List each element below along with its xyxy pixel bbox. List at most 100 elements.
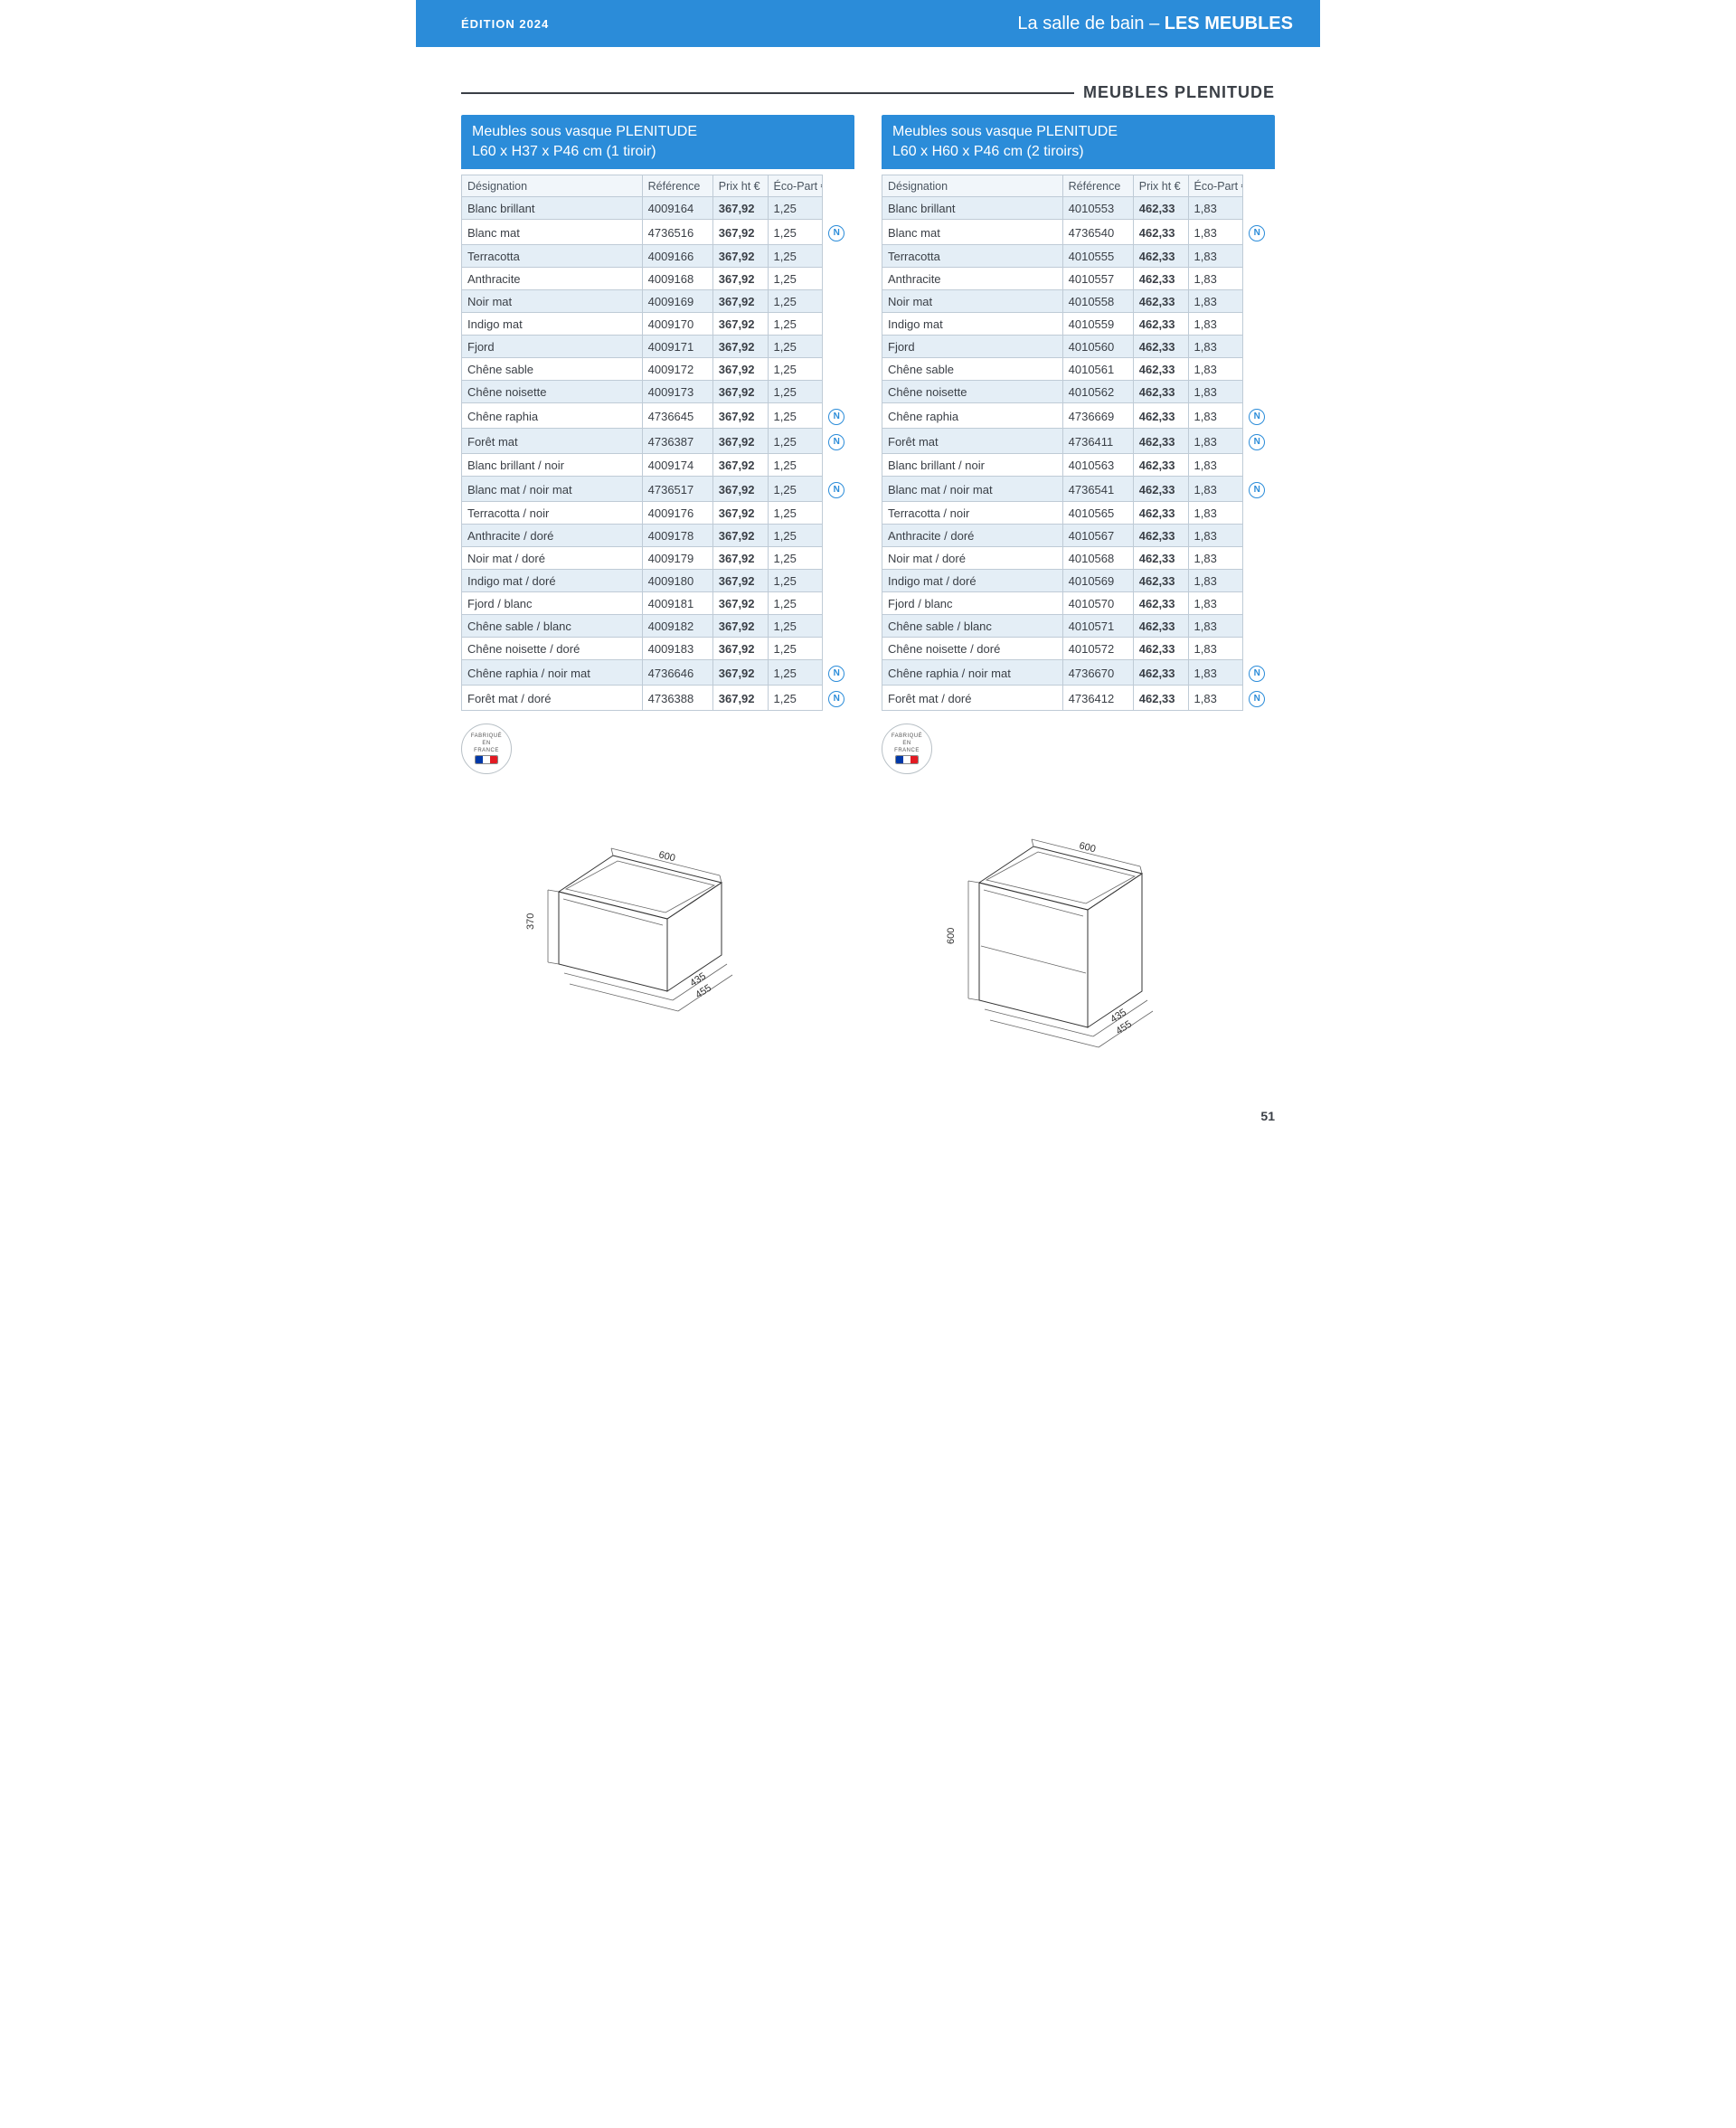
cell-price: 367,92 <box>712 358 768 381</box>
cell-price: 462,33 <box>1133 358 1188 381</box>
cell-price: 462,33 <box>1133 381 1188 403</box>
cell-ecopart: 1,25 <box>768 245 823 268</box>
cell-new-flag: N <box>823 686 854 711</box>
left-title-l1: Meubles sous vasque PLENITUDE <box>472 124 697 139</box>
cell-price: 367,92 <box>712 686 768 711</box>
cell-ecopart: 1,83 <box>1188 615 1243 638</box>
cell-price: 367,92 <box>712 570 768 592</box>
right-technical-drawing: 600 600 435 455 <box>882 801 1275 1091</box>
cell-designation: Blanc brillant / noir <box>462 454 643 477</box>
cell-price: 462,33 <box>1133 336 1188 358</box>
cell-reference: 4010562 <box>1062 381 1133 403</box>
cell-price: 462,33 <box>1133 502 1188 525</box>
right-title-l1: Meubles sous vasque PLENITUDE <box>892 124 1118 139</box>
cell-new-flag <box>823 525 854 547</box>
cell-designation: Indigo mat <box>462 313 643 336</box>
cell-new-flag: N <box>823 660 854 686</box>
page-number: 51 <box>416 1109 1320 1141</box>
cell-reference: 4009176 <box>642 502 712 525</box>
cell-reference: 4010559 <box>1062 313 1133 336</box>
cell-reference: 4010569 <box>1062 570 1133 592</box>
new-badge-icon: N <box>828 225 844 241</box>
cell-ecopart: 1,83 <box>1188 403 1243 429</box>
cell-designation: Fjord / blanc <box>462 592 643 615</box>
cell-designation: Chêne raphia <box>462 403 643 429</box>
cell-designation: Forêt mat / doré <box>462 686 643 711</box>
cell-ecopart: 1,25 <box>768 429 823 454</box>
cell-reference: 4736412 <box>1062 686 1133 711</box>
table-row: Anthracite / doré4009178367,921,25 <box>462 525 854 547</box>
cell-price: 462,33 <box>1133 686 1188 711</box>
cell-designation: Noir mat <box>882 290 1063 313</box>
right-column: Meubles sous vasque PLENITUDE L60 x H60 … <box>882 115 1275 774</box>
table-row: Noir mat4009169367,921,25 <box>462 290 854 313</box>
cell-reference: 4010570 <box>1062 592 1133 615</box>
cell-reference: 4736411 <box>1062 429 1133 454</box>
cell-designation: Noir mat / doré <box>462 547 643 570</box>
col-designation: Désignation <box>882 175 1063 197</box>
cell-reference: 4010567 <box>1062 525 1133 547</box>
cell-price: 367,92 <box>712 502 768 525</box>
cell-designation: Forêt mat <box>882 429 1063 454</box>
cell-new-flag <box>823 336 854 358</box>
cell-price: 367,92 <box>712 592 768 615</box>
left-block-title: Meubles sous vasque PLENITUDE L60 x H37 … <box>461 115 854 169</box>
cell-designation: Blanc brillant <box>882 197 1063 220</box>
table-row: Forêt mat / doré4736412462,331,83N <box>882 686 1275 711</box>
table-row: Blanc mat / noir mat4736517367,921,25N <box>462 477 854 502</box>
cell-new-flag <box>823 615 854 638</box>
table-row: Chêne raphia4736645367,921,25N <box>462 403 854 429</box>
made-in-france-badge: FABRIQUÉ EN FRANCE <box>461 724 854 774</box>
cell-new-flag <box>1243 547 1275 570</box>
cell-new-flag: N <box>823 220 854 245</box>
cell-ecopart: 1,25 <box>768 454 823 477</box>
france-flag-icon <box>475 755 498 764</box>
cell-price: 462,33 <box>1133 220 1188 245</box>
cell-reference: 4010565 <box>1062 502 1133 525</box>
cell-designation: Blanc brillant / noir <box>882 454 1063 477</box>
cell-designation: Blanc mat / noir mat <box>462 477 643 502</box>
cell-price: 367,92 <box>712 220 768 245</box>
col-ecopart: Éco-Part € <box>768 175 823 197</box>
cell-price: 367,92 <box>712 403 768 429</box>
cell-new-flag: N <box>823 477 854 502</box>
cell-new-flag <box>823 313 854 336</box>
section-rule <box>461 92 1074 94</box>
cell-new-flag: N <box>1243 477 1275 502</box>
table-row: Anthracite4009168367,921,25 <box>462 268 854 290</box>
cell-designation: Chêne noisette <box>462 381 643 403</box>
cell-ecopart: 1,83 <box>1188 502 1243 525</box>
cell-reference: 4009182 <box>642 615 712 638</box>
table-row: Chêne noisette / doré4010572462,331,83 <box>882 638 1275 660</box>
cell-ecopart: 1,83 <box>1188 245 1243 268</box>
new-badge-icon: N <box>1249 691 1265 707</box>
cell-reference: 4010560 <box>1062 336 1133 358</box>
cell-new-flag <box>823 502 854 525</box>
right-title-l2: L60 x H60 x P46 cm (2 tiroirs) <box>892 144 1084 159</box>
cell-new-flag <box>1243 268 1275 290</box>
cell-price: 367,92 <box>712 290 768 313</box>
cell-designation: Terracotta <box>462 245 643 268</box>
cell-designation: Indigo mat / doré <box>882 570 1063 592</box>
cell-reference: 4009181 <box>642 592 712 615</box>
cell-designation: Chêne sable / blanc <box>462 615 643 638</box>
cell-new-flag: N <box>1243 686 1275 711</box>
made-in-france-badge: FABRIQUÉ EN FRANCE <box>882 724 1275 774</box>
table-row: Blanc mat4736516367,921,25N <box>462 220 854 245</box>
section-heading: MEUBLES PLENITUDE <box>461 83 1275 102</box>
badge-text-bottom: FRANCE <box>474 748 499 753</box>
cell-new-flag <box>1243 290 1275 313</box>
table-row: Blanc brillant / noir4009174367,921,25 <box>462 454 854 477</box>
cell-designation: Terracotta / noir <box>462 502 643 525</box>
cell-new-flag <box>823 570 854 592</box>
cell-ecopart: 1,83 <box>1188 686 1243 711</box>
cell-new-flag <box>823 290 854 313</box>
cell-designation: Chêne sable <box>462 358 643 381</box>
cell-ecopart: 1,83 <box>1188 454 1243 477</box>
table-row: Chêne sable / blanc4009182367,921,25 <box>462 615 854 638</box>
cell-reference: 4009168 <box>642 268 712 290</box>
left-technical-drawing: 600 370 435 455 <box>461 801 854 1091</box>
table-row: Chêne raphia4736669462,331,83N <box>882 403 1275 429</box>
cell-reference: 4009174 <box>642 454 712 477</box>
cell-reference: 4009170 <box>642 313 712 336</box>
